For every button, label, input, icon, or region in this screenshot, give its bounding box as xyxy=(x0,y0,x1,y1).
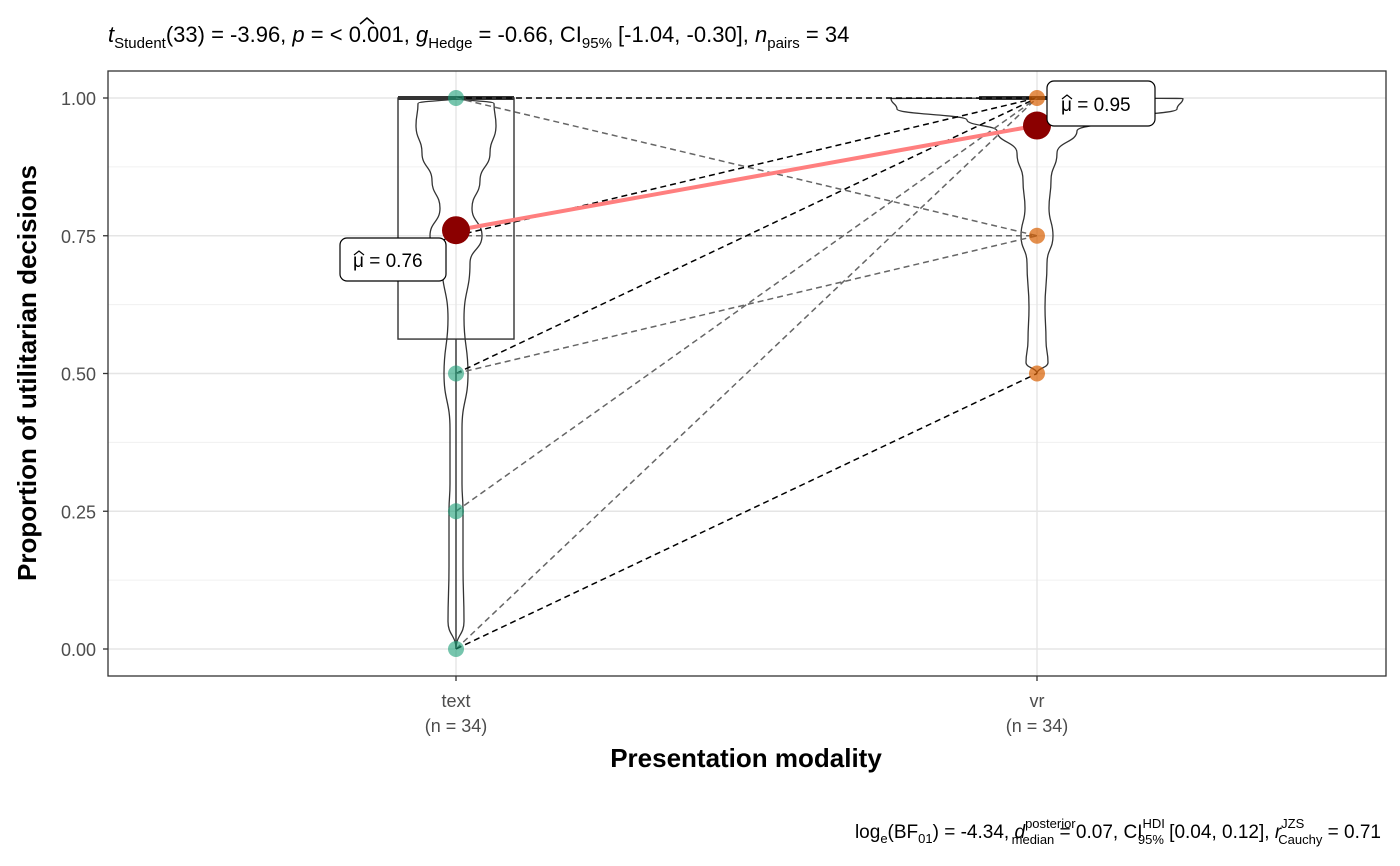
y-tick-label: 0.75 xyxy=(61,227,96,247)
data-point-vr xyxy=(1029,90,1045,106)
mean-label-vr-box xyxy=(1046,80,1156,127)
mu-hat-mark xyxy=(353,250,365,256)
mu-hat-mark xyxy=(1061,94,1073,100)
data-point-text xyxy=(448,641,464,657)
mean-point-text xyxy=(442,216,470,245)
data-point-text xyxy=(448,90,464,106)
x-tick-label: vr xyxy=(1030,691,1045,711)
mean-label-text: μ = 0.76 xyxy=(339,237,447,282)
mean-label-text-value: μ = 0.76 xyxy=(353,251,423,272)
stat-subtitle: tStudent(33) = -3.96, p = < 0.001, gHedg… xyxy=(108,22,849,52)
mean-connector-line xyxy=(455,123,1038,233)
y-tick-label: 0.50 xyxy=(61,365,96,385)
bayes-caption: loge(BF01) = -4.34, dposterior median = 0… xyxy=(855,816,1381,847)
y-tick-label: 0.25 xyxy=(61,502,96,522)
data-point-vr xyxy=(1029,227,1045,244)
paired-line xyxy=(455,372,1038,650)
mean-label-vr: μ = 0.95 xyxy=(1046,80,1156,127)
mean-label-text-box xyxy=(339,237,447,282)
y-tick-label: 0.00 xyxy=(61,640,96,660)
paired-line xyxy=(455,97,1038,650)
data-point-text xyxy=(448,365,464,382)
axis-layer: 0.00 0.25 0.50 0.75 1.00 text (n = 34) vr (n = 3… xyxy=(61,89,1068,736)
y-tick-label: 1.00 xyxy=(61,89,96,109)
x-tick-count-label: (n = 34) xyxy=(1006,716,1069,736)
data-point-text xyxy=(448,503,464,520)
y-axis-title: Proportion of utilitarian decisions xyxy=(12,165,42,581)
mean-label-vr-value: μ = 0.95 xyxy=(1061,95,1131,116)
x-tick-label: text xyxy=(441,691,470,711)
paired-line xyxy=(455,97,1038,512)
mean-point-vr xyxy=(1023,111,1051,140)
x-tick-count-label: (n = 34) xyxy=(425,716,488,736)
data-point-vr xyxy=(1029,365,1045,382)
g-hat-mark xyxy=(359,17,375,25)
x-axis-title: Presentation modality xyxy=(610,743,882,773)
